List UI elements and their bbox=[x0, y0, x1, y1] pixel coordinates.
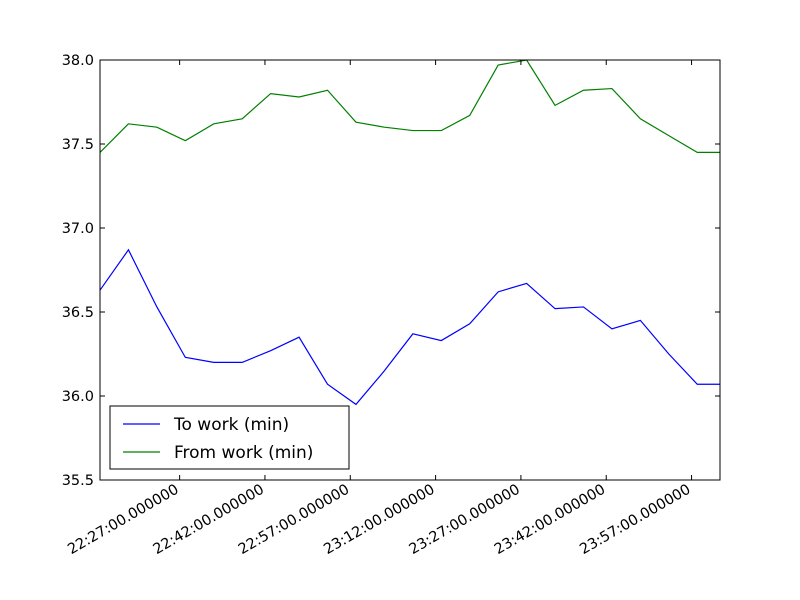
legend-label-from-work: From work (min) bbox=[174, 443, 313, 463]
y-tick-label: 37.5 bbox=[62, 137, 94, 153]
series-line-from-work-min bbox=[99, 59, 720, 153]
series-layer bbox=[99, 59, 720, 406]
y-tick-label: 37.0 bbox=[62, 221, 94, 237]
y-tick-label: 38.0 bbox=[62, 53, 94, 69]
y-tick-label: 36.0 bbox=[62, 389, 94, 405]
y-tick-label: 36.5 bbox=[62, 305, 94, 321]
y-axis: 35.5 36.0 36.5 37.0 37.5 38.0 bbox=[62, 53, 720, 489]
legend: To work (min) From work (min) bbox=[109, 405, 350, 470]
series-line-to-work-min bbox=[99, 248, 720, 406]
legend-box bbox=[109, 405, 350, 470]
legend-label-to-work: To work (min) bbox=[173, 415, 289, 435]
y-tick-label: 35.5 bbox=[62, 473, 94, 489]
plot-frame bbox=[99, 59, 721, 481]
